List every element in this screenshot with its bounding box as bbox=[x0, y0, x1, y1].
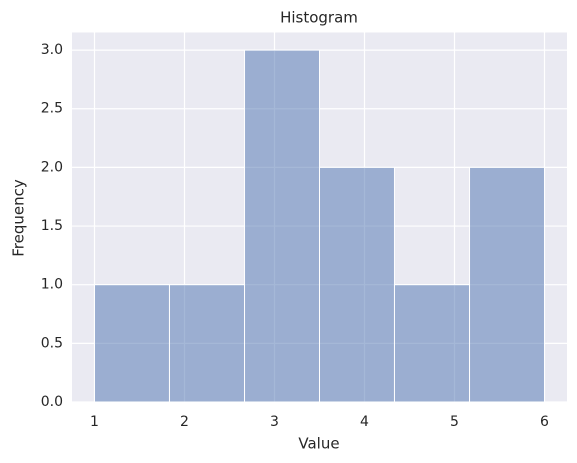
bar bbox=[393, 284, 471, 403]
x-tick-label: 6 bbox=[540, 414, 549, 430]
y-tick-label: 2.0 bbox=[41, 159, 63, 175]
bar bbox=[168, 284, 246, 403]
x-tick-label: 1 bbox=[90, 414, 99, 430]
x-axis-label: Value bbox=[298, 435, 339, 453]
bar bbox=[244, 49, 320, 403]
x-tick-label: 3 bbox=[270, 414, 279, 430]
y-tick-label: 1.5 bbox=[41, 218, 63, 234]
bar bbox=[319, 166, 395, 403]
bar bbox=[94, 284, 170, 403]
y-tick-label: 0.5 bbox=[41, 335, 63, 351]
y-axis-label: Frequency bbox=[10, 179, 28, 257]
y-tick-label: 3.0 bbox=[41, 42, 63, 58]
x-tick-label: 4 bbox=[360, 414, 369, 430]
bar bbox=[469, 166, 545, 403]
y-tick-label: 1.0 bbox=[41, 277, 63, 293]
x-tick-label: 2 bbox=[180, 414, 189, 430]
x-tick-label: 5 bbox=[450, 414, 459, 430]
y-tick-label: 2.5 bbox=[41, 101, 63, 117]
chart-title: Histogram bbox=[280, 9, 358, 27]
y-tick-label: 0.0 bbox=[41, 394, 63, 410]
